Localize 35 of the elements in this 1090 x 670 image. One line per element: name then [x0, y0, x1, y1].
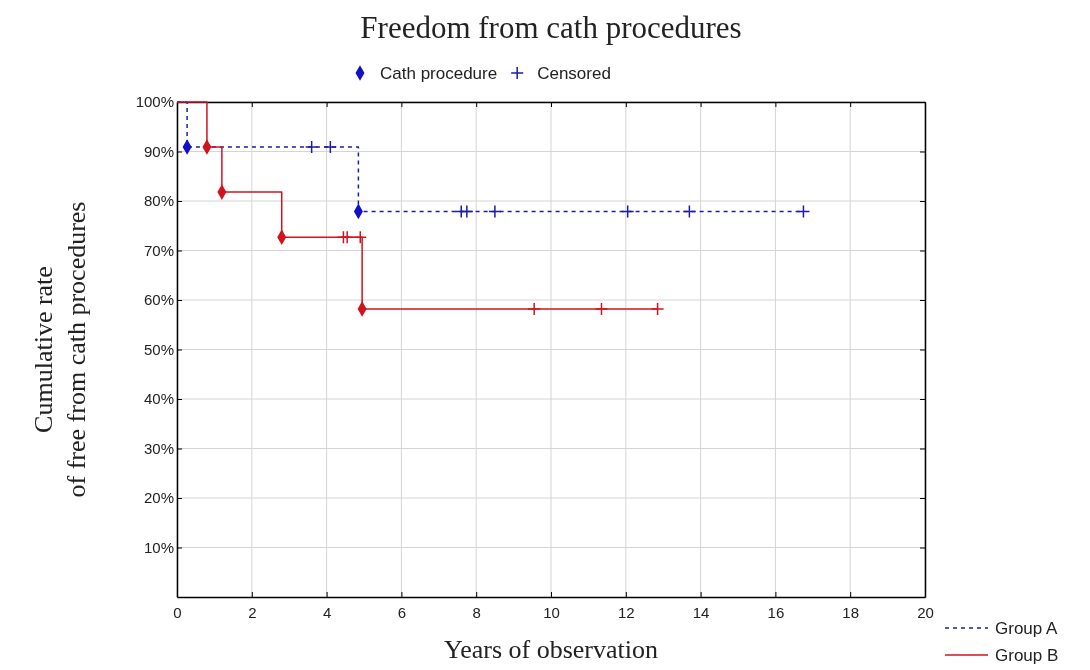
y-tick-label: 70% [143, 241, 174, 259]
point [488, 204, 502, 219]
x-tick-label: 4 [322, 604, 332, 621]
point [304, 140, 319, 154]
x-tick-label: 16 [767, 604, 785, 621]
x-tick-label: 2 [248, 604, 257, 621]
y-tick-label: 20% [143, 489, 174, 507]
x-tick-label: 0 [173, 604, 182, 621]
legend-label: Censored [537, 64, 611, 83]
x-tick-label: 20 [917, 604, 934, 621]
chart-title: Freedom from cath procedures [360, 10, 742, 45]
x-tick-label: 14 [692, 604, 710, 621]
x-tick-label: 8 [472, 604, 481, 621]
y-tick-label: 100% [135, 93, 174, 111]
y-tick-label: 30% [143, 439, 174, 457]
y-tick-label: 80% [143, 192, 174, 210]
point [323, 140, 338, 154]
x-tick-label: 18 [842, 604, 860, 621]
legend-label: Group A [995, 619, 1059, 638]
y-axis-title: Cumulative rate of free from cath procedures [29, 201, 91, 498]
point [460, 204, 474, 219]
point [682, 204, 697, 219]
y-tick-label: 40% [143, 390, 174, 408]
point [796, 204, 811, 219]
legend-label: Group B [995, 646, 1059, 665]
x-axis-title: Years of observation [444, 635, 658, 664]
y-tick-label: 50% [143, 340, 174, 358]
y-tick-label: 10% [143, 538, 174, 556]
point [620, 204, 635, 219]
y-tick-label: 60% [143, 291, 174, 309]
x-tick-label: 10 [543, 604, 560, 621]
legend-label: Cath procedure [380, 64, 498, 83]
x-tick-label: 6 [397, 604, 407, 621]
y-tick-label: 90% [143, 142, 174, 160]
x-tick-label: 12 [617, 604, 635, 621]
